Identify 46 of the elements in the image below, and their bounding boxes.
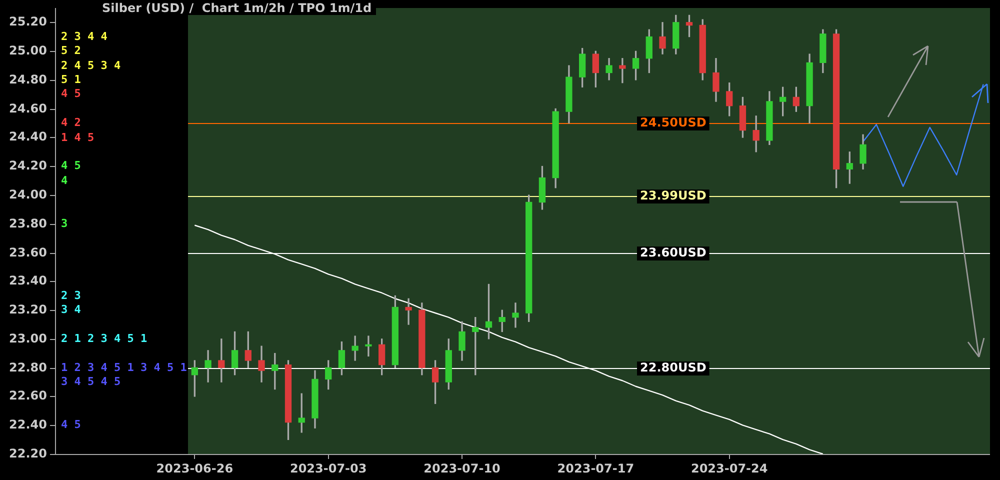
ref-line-label: 23.60USD [640,246,706,260]
text: 4 5 [61,417,81,433]
text: 3 4 [61,302,81,318]
y-tick-label: 25.00 [9,44,47,58]
x-tick-label: 2023-07-17 [557,461,634,476]
ref-line-label: 24.50USD [640,116,706,130]
text: 2 3 [61,288,81,304]
text: 5 1 [61,72,81,88]
text: 4 2 [61,115,81,131]
ref-line-label: 22.80USD [640,360,706,375]
candlestick [204,350,212,382]
candlestick [365,336,372,356]
y-tick-label: 24.80 [9,72,47,87]
y-tick-label: 22.60 [9,388,47,403]
candlestick [512,302,519,328]
ref-line-label: 23.99USD [640,188,706,203]
text: 5 2 [61,43,81,59]
y-tick-label: 24.40 [9,130,47,144]
y-tick-label: 23.60 [9,246,47,260]
x-tick-label: 2023-07-24 [690,461,768,476]
text: 2 1 2 3 4 5 1 [61,331,148,347]
text: 4 5 [61,86,81,102]
y-tick-label: 24.60 [9,102,47,116]
text: 4 [61,173,68,189]
text: 3 4 5 4 5 [61,374,121,390]
candlestick [405,298,412,325]
y-tick-label: 24.20 [9,158,47,173]
y-tick-label: 24.00 [9,188,47,202]
x-tick-label: 2023-06-26 [156,461,234,476]
x-tick-label: 2023-07-10 [424,461,500,476]
y-tick-label: 23.00 [9,332,47,346]
text: 3 [61,216,68,232]
text: 2 3 4 4 [61,29,108,45]
y-tick-label: 23.80 [9,216,47,231]
chart-title: Silber (USD) / Chart 1m/2h / TPO 1m/1d [98,1,376,15]
text: 1 4 5 [61,130,94,146]
text: 4 5 [61,158,81,174]
y-tick-label: 23.20 [9,302,47,317]
x-tick-label: 2023-07-03 [290,461,367,476]
y-tick-label: 22.80 [9,360,47,375]
text: 2 4 5 3 4 [61,58,121,74]
y-tick-label: 25.20 [9,14,47,29]
text: 1 2 3 4 5 1 3 4 5 1 [61,360,187,376]
y-tick-label: 22.40 [9,418,47,432]
y-tick-label: 22.20 [9,446,47,461]
y-tick-label: 23.40 [9,274,47,288]
